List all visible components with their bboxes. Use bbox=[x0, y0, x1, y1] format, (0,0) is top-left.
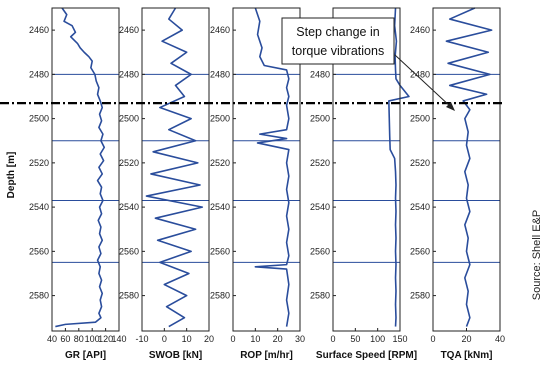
annotation-line1: Step change in bbox=[296, 25, 379, 39]
annotation-arrow bbox=[394, 54, 453, 109]
panel-1-xtick-2: 60 bbox=[60, 334, 70, 344]
panel-2-xlabel: SWOB [kN] bbox=[149, 350, 202, 361]
panel-3-ytick-4: 2520 bbox=[210, 158, 230, 168]
y-axis-label: Depth [m] bbox=[6, 152, 17, 199]
panel-3-xtick-1: 0 bbox=[230, 334, 235, 344]
panel-4-ytick-7: 2580 bbox=[310, 291, 330, 301]
panel-5-xtick-3: 40 bbox=[495, 334, 505, 344]
panel-1-ytick-5: 2540 bbox=[29, 202, 49, 212]
panel-2-ytick-4: 2520 bbox=[119, 158, 139, 168]
panel-1-ytick-3: 2500 bbox=[29, 114, 49, 124]
panel-2-ytick-7: 2580 bbox=[119, 291, 139, 301]
panel-2-ytick-1: 2460 bbox=[119, 25, 139, 35]
panel-1-ytick-6: 2560 bbox=[29, 246, 49, 256]
panel-3-ytick-1: 2460 bbox=[210, 25, 230, 35]
panel-4-xtick-2: 50 bbox=[350, 334, 360, 344]
annotation-line2: torque vibrations bbox=[292, 44, 384, 58]
panel-5-xlabel: TQA [kNm] bbox=[441, 350, 493, 361]
panel-4-ytick-4: 2520 bbox=[310, 158, 330, 168]
annotation-box bbox=[281, 17, 395, 65]
panel-1-xtick-3: 80 bbox=[74, 334, 84, 344]
panel-5-ytick-7: 2580 bbox=[410, 291, 430, 301]
panel-1-xlabel: GR [API] bbox=[65, 350, 106, 361]
panel-3-xtick-2: 10 bbox=[250, 334, 260, 344]
panel-5-xtick-1: 0 bbox=[430, 334, 435, 344]
panel-2-xtick-2: 0 bbox=[162, 334, 167, 344]
panel-4-xlabel: Surface Speed [RPM] bbox=[316, 350, 417, 361]
panel-1-xtick-5: 120 bbox=[98, 334, 113, 344]
panel-3-ytick-2: 2480 bbox=[210, 69, 230, 79]
panel-4-frame bbox=[332, 7, 401, 332]
panel-2-xtick-3: 10 bbox=[182, 334, 192, 344]
panel-4-xtick-4: 150 bbox=[392, 334, 407, 344]
panel-5-ytick-5: 2540 bbox=[410, 202, 430, 212]
panel-2-xtick-1: -10 bbox=[135, 334, 148, 344]
panel-5-ytick-3: 2500 bbox=[410, 114, 430, 124]
panel-5-ytick-1: 2460 bbox=[410, 25, 430, 35]
panel-2-ytick-5: 2540 bbox=[119, 202, 139, 212]
panel-1-frame bbox=[51, 7, 120, 332]
panel-3-xtick-4: 30 bbox=[295, 334, 305, 344]
panel-3-ytick-5: 2540 bbox=[210, 202, 230, 212]
panel-1-ytick-7: 2580 bbox=[29, 291, 49, 301]
panel-1-ytick-2: 2480 bbox=[29, 69, 49, 79]
panel-3-frame bbox=[232, 7, 301, 332]
panel-4-ytick-3: 2500 bbox=[310, 114, 330, 124]
panel-1-ytick-4: 2520 bbox=[29, 158, 49, 168]
panel-4-ytick-5: 2540 bbox=[310, 202, 330, 212]
panel-1-xtick-4: 100 bbox=[85, 334, 100, 344]
panel-4: 2460248025002520254025602580050100150Sur… bbox=[310, 7, 417, 361]
panel-2-ytick-2: 2480 bbox=[119, 69, 139, 79]
annotation-arrowhead bbox=[446, 102, 455, 111]
panel-5-ytick-2: 2480 bbox=[410, 69, 430, 79]
panel-2-xtick-4: 20 bbox=[204, 334, 214, 344]
source-note: Source: Shell E&P bbox=[531, 210, 543, 301]
panel-4-xtick-3: 100 bbox=[370, 334, 385, 344]
panel-5-trace bbox=[445, 7, 493, 327]
panel-4-ytick-6: 2560 bbox=[310, 246, 330, 256]
panel-5-xtick-2: 20 bbox=[461, 334, 471, 344]
panel-1-xtick-6: 140 bbox=[111, 334, 126, 344]
panel-2: 2460 2480 2500 2520 2540 2560 2580 -10 0 10 20SWOB… bbox=[119, 7, 214, 361]
panel-3-xtick-3: 20 bbox=[273, 334, 283, 344]
panel-3-trace bbox=[254, 7, 290, 327]
panel-4-ytick-2: 2480 bbox=[310, 69, 330, 79]
panel-4-trace bbox=[388, 7, 410, 327]
panel-2-ytick-3: 2500 bbox=[119, 114, 139, 124]
panel-3-ytick-6: 2560 bbox=[210, 246, 230, 256]
panel-5-ytick-4: 2520 bbox=[410, 158, 430, 168]
panel-5-ytick-6: 2560 bbox=[410, 246, 430, 256]
panel-3-ytick-3: 2500 bbox=[210, 114, 230, 124]
panel-1-trace bbox=[55, 7, 106, 328]
panel-3-ytick-7: 2580 bbox=[210, 291, 230, 301]
panel-3-xlabel: ROP [m/hr] bbox=[240, 350, 293, 361]
panel-2-trace bbox=[145, 7, 204, 328]
panel-4-xtick-1: 0 bbox=[330, 334, 335, 344]
panel-2-frame bbox=[141, 7, 210, 332]
panel-1-xtick-1: 40 bbox=[47, 334, 57, 344]
panel-2-ytick-6: 2560 bbox=[119, 246, 139, 256]
panel-1-ytick-1: 2460 bbox=[29, 25, 49, 35]
panel-1: 2460 2480 2500 2520 2540 2560 2580 40 60 80 100120… bbox=[29, 7, 127, 361]
